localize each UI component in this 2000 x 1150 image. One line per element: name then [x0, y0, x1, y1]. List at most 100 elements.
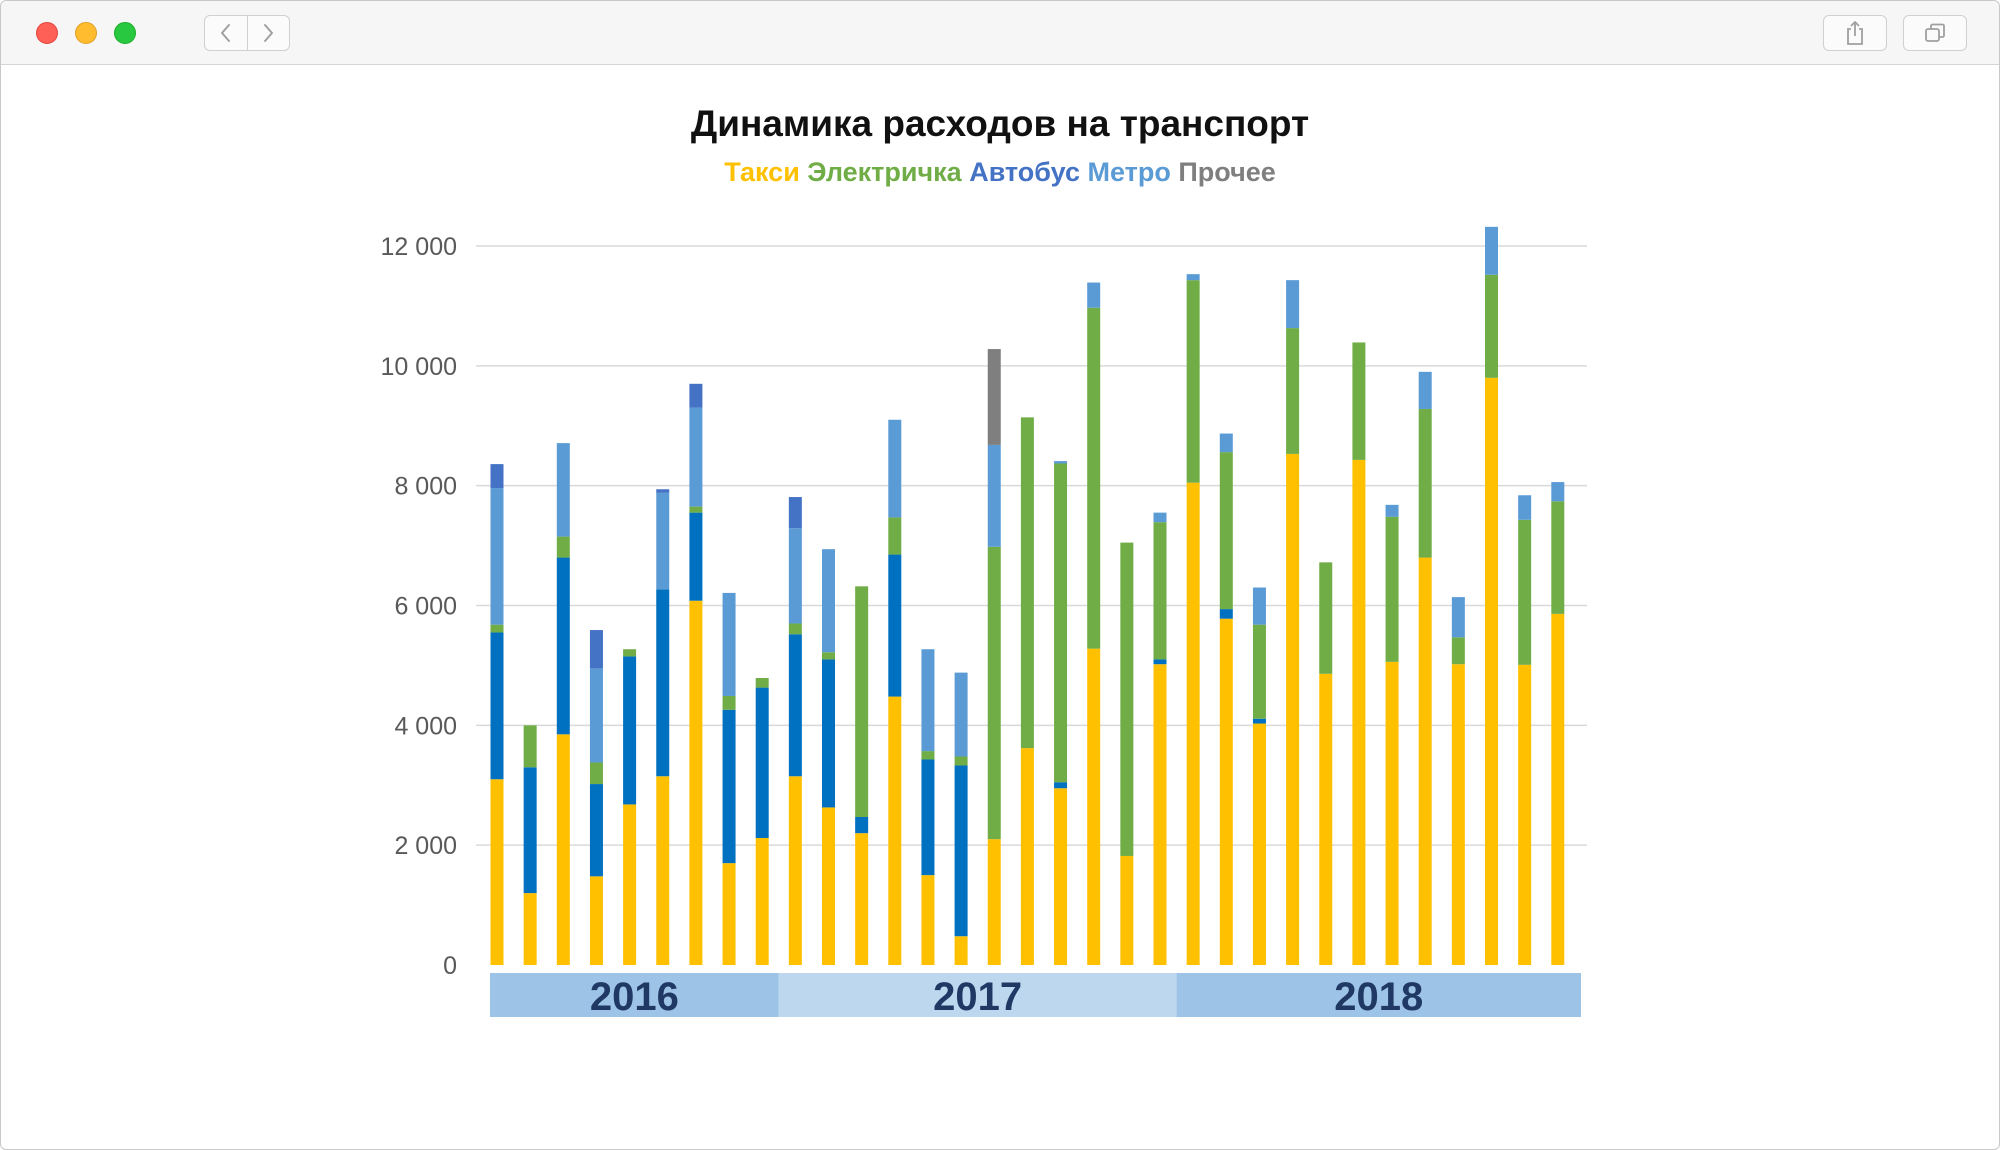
- y-axis-ticks: 0 2 000 4 000 6 000 8 000 10 000 12 000: [381, 233, 457, 980]
- bar-segment-bus: [1054, 782, 1068, 789]
- bar-segment-taxi: [1153, 664, 1167, 965]
- bar-stack: [1252, 587, 1266, 965]
- bar-segment-train: [888, 517, 902, 555]
- bar-segment-train: [1286, 328, 1300, 454]
- bar-segment-bus: [722, 709, 736, 864]
- bar-segment-bus: [921, 759, 935, 876]
- bar-segment-taxi: [822, 807, 835, 965]
- bar-segment-bus: [855, 817, 869, 834]
- bar-segment-bus: [523, 767, 537, 894]
- legend-item: Метро: [1080, 157, 1171, 187]
- minimize-window-button[interactable]: [75, 22, 97, 44]
- bar-stack: [1385, 504, 1399, 965]
- chevron-right-icon: [264, 24, 274, 42]
- bar-stack: [689, 383, 703, 965]
- bar-segment-taxi: [1518, 664, 1532, 965]
- bar-segment-taxi: [921, 875, 935, 965]
- bar-segment-bus_dark: [490, 464, 504, 489]
- bar-stack: [589, 630, 603, 965]
- bar-segment-bus: [1252, 718, 1266, 724]
- bar-segment-bus: [822, 659, 835, 808]
- bar-stack: [1054, 461, 1068, 965]
- bar-segment-metro: [888, 419, 902, 518]
- bar-segment-bus_dark: [589, 630, 603, 669]
- close-window-button[interactable]: [36, 22, 58, 44]
- bar-stack: [855, 586, 869, 965]
- bar-stack: [490, 464, 504, 965]
- bar-segment-train: [490, 624, 504, 633]
- bar-stack: [1120, 542, 1134, 965]
- share-button[interactable]: [1823, 15, 1887, 51]
- year-band: [1176, 973, 1581, 1017]
- bar-segment-bus: [689, 512, 703, 601]
- bar-segment-train: [1153, 522, 1167, 660]
- bar-segment-train: [1087, 307, 1101, 649]
- bar-segment-metro: [589, 668, 603, 763]
- bar-segment-metro: [1153, 512, 1167, 523]
- forward-button[interactable]: [246, 16, 290, 50]
- bar-segment-train: [623, 649, 637, 657]
- bar-stack: [1153, 512, 1167, 965]
- bar-segment-train: [1485, 274, 1498, 378]
- bar-segment-train: [1186, 280, 1200, 483]
- bar-segment-train: [822, 652, 835, 660]
- bar-segment-train: [1451, 637, 1465, 665]
- bar-stack: [656, 489, 670, 965]
- bar-stack: [1087, 282, 1101, 965]
- bar-segment-bus_dark: [788, 497, 802, 529]
- bar-segment-bus: [1153, 659, 1167, 665]
- bar-segment-train: [1252, 624, 1266, 719]
- bar-segment-bus: [954, 765, 968, 937]
- year-axis: 2016 2017 2018: [490, 973, 1581, 1019]
- bar-segment-taxi: [1319, 673, 1333, 965]
- bar-stack: [1319, 562, 1333, 965]
- bar-segment-train: [1319, 562, 1333, 674]
- bar-segment-train: [921, 751, 935, 760]
- bar-stack: [1518, 495, 1532, 965]
- bar-segment-bus: [888, 554, 902, 697]
- bar-segment-taxi: [1186, 482, 1200, 965]
- bar-segment-taxi: [623, 804, 637, 965]
- tabs-overview-button[interactable]: [1903, 15, 1967, 51]
- y-tick-label: 0: [443, 952, 457, 980]
- year-band: [778, 973, 1177, 1017]
- bar-segment-metro: [656, 492, 670, 590]
- y-tick-label: 2 000: [394, 832, 457, 860]
- bar-segment-taxi: [722, 863, 736, 965]
- bar-stack: [1485, 226, 1498, 966]
- bar-segment-metro: [921, 649, 935, 752]
- bar-segment-taxi: [1054, 788, 1068, 965]
- bar-segment-taxi: [523, 893, 537, 965]
- bar-segment-taxi: [1451, 664, 1465, 965]
- year-band: [490, 973, 779, 1017]
- bar-segment-metro: [689, 407, 703, 507]
- bar-segment-train: [1219, 452, 1233, 610]
- y-tick-label: 10 000: [381, 353, 457, 381]
- y-tick-label: 6 000: [394, 593, 457, 621]
- zoom-window-button[interactable]: [114, 22, 136, 44]
- bar-segment-train: [1385, 516, 1399, 662]
- legend-item: Электричка: [800, 157, 963, 187]
- bar-segment-train: [1518, 519, 1532, 665]
- bar-segment-metro: [1418, 371, 1432, 409]
- expense-chart: Динамика расходов на транспорт Такси Эле…: [381, 103, 1587, 1019]
- bar-segment-metro: [954, 672, 968, 757]
- bar-segment-taxi: [1252, 723, 1266, 965]
- bar-segment-metro: [1087, 282, 1101, 308]
- y-tick-label: 8 000: [394, 473, 457, 501]
- year-label: 2018: [1334, 975, 1423, 1019]
- share-icon: [1847, 21, 1863, 45]
- bar-segment-taxi: [556, 734, 570, 965]
- back-button[interactable]: [205, 16, 247, 50]
- bar-segment-bus: [755, 687, 769, 838]
- bar-segment-train: [1418, 408, 1432, 558]
- bar-segment-metro: [490, 488, 504, 625]
- bar-segment-train: [556, 536, 570, 558]
- bar-segment-train: [1551, 501, 1565, 614]
- bar-stack: [1551, 482, 1565, 965]
- bar-stack: [954, 672, 968, 965]
- bar-segment-train: [1054, 463, 1068, 783]
- bar-segment-train: [855, 586, 869, 818]
- bar-segment-train: [722, 695, 736, 710]
